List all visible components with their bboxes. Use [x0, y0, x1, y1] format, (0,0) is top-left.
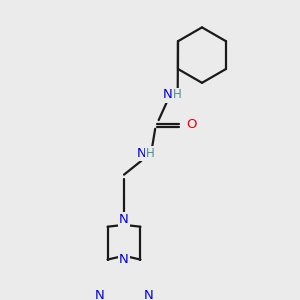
Text: N: N: [119, 213, 129, 226]
Text: H: H: [146, 147, 154, 161]
Text: N: N: [119, 253, 129, 266]
Text: N: N: [136, 147, 146, 161]
Text: O: O: [186, 118, 197, 131]
Text: N: N: [95, 290, 105, 300]
Text: N: N: [163, 88, 172, 101]
Text: N: N: [143, 290, 153, 300]
Text: H: H: [172, 88, 181, 101]
